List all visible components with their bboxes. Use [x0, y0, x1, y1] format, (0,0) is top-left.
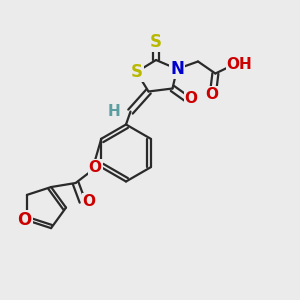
- Text: N: N: [170, 60, 184, 78]
- Text: O: O: [17, 211, 32, 229]
- Text: S: S: [150, 33, 162, 51]
- Text: O: O: [184, 91, 198, 106]
- Text: O: O: [82, 194, 96, 209]
- Text: H: H: [108, 104, 120, 119]
- Text: OH: OH: [226, 57, 252, 72]
- Text: S: S: [130, 63, 142, 81]
- Text: O: O: [205, 87, 218, 102]
- Text: O: O: [88, 160, 102, 175]
